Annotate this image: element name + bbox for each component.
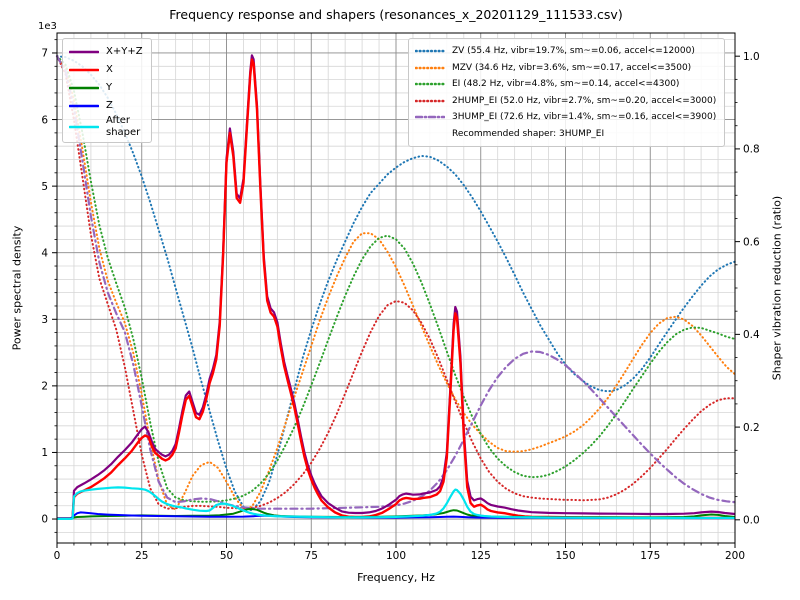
- y-right-tick-label: 0.0: [743, 515, 760, 527]
- y-left-tick-label: 4: [41, 247, 48, 259]
- legend-entry-label: EI (48.2 Hz, vibr=4.8%, sm~=0.14, accel<…: [452, 79, 680, 90]
- y-axis-right-label: Shaper vibration reduction (ratio): [770, 195, 784, 381]
- curve-psd-after-shaper: [57, 486, 735, 521]
- legend-swatch-dotted: [415, 82, 445, 86]
- legend-entry-label: 2HUMP_EI (52.0 Hz, vibr=2.7%, sm~=0.20, …: [452, 95, 717, 106]
- curve-shaper-3HUMP_EI: [55, 55, 737, 510]
- y-right-tick-label: 0.2: [743, 422, 760, 434]
- x-tick-label: 25: [135, 550, 148, 562]
- legend-swatch-dotted: [415, 99, 445, 103]
- x-tick-label: 200: [725, 550, 745, 562]
- legend-swatch-solid: [69, 125, 99, 128]
- y-right-tick-label: 0.8: [743, 144, 760, 156]
- x-tick-label: 175: [640, 550, 660, 562]
- x-tick-label: 0: [54, 550, 61, 562]
- legend-swatch-dashdot: [415, 115, 445, 119]
- y-right-tick-label: 1.0: [743, 51, 760, 63]
- legend-entry: X: [69, 61, 143, 79]
- legend-entry: EI (48.2 Hz, vibr=4.8%, sm~=0.14, accel<…: [415, 76, 716, 93]
- legend-psd: X+Y+Z X Y Z After shaper: [62, 38, 152, 143]
- chart-title: Frequency response and shapers (resonanc…: [169, 7, 623, 22]
- legend-entry-label: MZV (34.6 Hz, vibr=3.6%, sm~=0.17, accel…: [452, 62, 692, 73]
- y-left-tick-label: 0: [41, 514, 48, 526]
- y-axis-left-label: Power spectral density: [10, 225, 24, 351]
- legend-entry-label: 3HUMP_EI (72.6 Hz, vibr=1.4%, sm~=0.16, …: [452, 112, 717, 123]
- x-tick-label: 100: [386, 550, 406, 562]
- y-left-tick-label: 1: [41, 447, 48, 459]
- legend-entry: X+Y+Z: [69, 43, 143, 61]
- legend-entry: MZV (34.6 Hz, vibr=3.6%, sm~=0.17, accel…: [415, 60, 716, 77]
- legend-entry-label: Z: [106, 100, 113, 112]
- legend-entry-label: X+Y+Z: [106, 46, 143, 58]
- recommended-shaper-note: Recommended shaper: 3HUMP_EI: [452, 128, 605, 139]
- legend-entry: ZV (55.4 Hz, vibr=19.7%, sm~=0.06, accel…: [415, 43, 716, 60]
- legend-swatch-solid: [69, 86, 99, 90]
- curve-shaper-ZV: [56, 55, 736, 512]
- x-tick-label: 150: [555, 550, 575, 562]
- legend-shapers: ZV (55.4 Hz, vibr=19.7%, sm~=0.06, accel…: [408, 38, 726, 147]
- y-axis-offset-label: 1e3: [38, 21, 57, 32]
- legend-swatch-solid: [69, 104, 99, 108]
- legend-swatch-solid: [69, 50, 99, 54]
- legend-entry-label: X: [106, 64, 113, 76]
- legend-entry: Y: [69, 79, 143, 97]
- legend-swatch-dotted: [415, 66, 445, 70]
- curve-psd-x: [57, 58, 735, 520]
- y-left-tick-label: 6: [41, 114, 48, 126]
- y-right-tick-label: 0.6: [743, 236, 760, 248]
- legend-swatch-solid: [69, 68, 99, 72]
- legend-swatch-dotted: [415, 49, 445, 53]
- legend-entry: Z: [69, 97, 143, 115]
- x-tick-label: 125: [471, 550, 491, 562]
- y-left-tick-label: 3: [41, 314, 48, 326]
- legend-entry: 2HUMP_EI (52.0 Hz, vibr=2.7%, sm~=0.20, …: [415, 93, 716, 110]
- curve-shaper-EI: [56, 55, 736, 503]
- x-tick-label: 50: [220, 550, 233, 562]
- curve-shaper-2HUMP_EI: [56, 55, 736, 510]
- legend-entry-label: After shaper: [106, 115, 141, 138]
- y-left-tick-label: 2: [41, 381, 48, 393]
- y-left-tick-label: 7: [41, 48, 48, 60]
- legend-entry: 3HUMP_EI (72.6 Hz, vibr=1.4%, sm~=0.16, …: [415, 109, 716, 126]
- y-right-tick-label: 0.4: [743, 329, 760, 341]
- y-left-tick-label: 5: [41, 181, 48, 193]
- curve-shaper-MZV: [56, 55, 736, 511]
- legend-entry: After shaper: [69, 115, 143, 138]
- x-tick-label: 75: [305, 550, 318, 562]
- x-axis-label: Frequency, Hz: [357, 571, 435, 584]
- legend-entry-label: ZV (55.4 Hz, vibr=19.7%, sm~=0.06, accel…: [452, 46, 695, 57]
- legend-entry-label: Y: [106, 82, 113, 94]
